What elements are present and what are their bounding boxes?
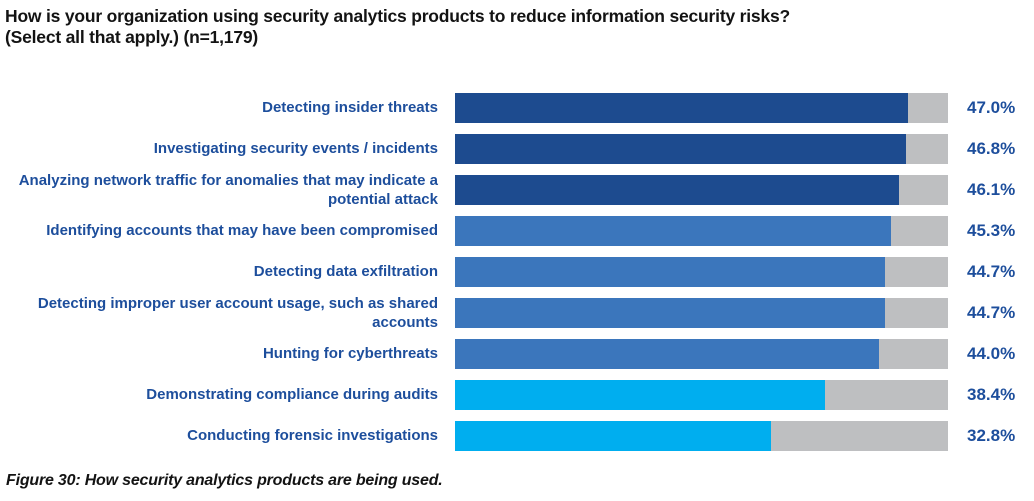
bar-row: Analyzing network traffic for anomalies … bbox=[5, 169, 1034, 210]
bar-fill bbox=[455, 338, 879, 369]
chart-title: How is your organization using security … bbox=[5, 6, 791, 26]
bar-track bbox=[455, 420, 948, 451]
category-label: Detecting data exfiltration bbox=[253, 263, 438, 280]
figure-caption: Figure 30: How security analytics produc… bbox=[6, 472, 443, 489]
bar-fill bbox=[455, 297, 886, 328]
chart-title-block: How is your organization using security … bbox=[5, 6, 965, 48]
category-label: Demonstrating compliance during audits bbox=[146, 386, 438, 403]
chart-subtitle: (Select all that apply.) (n=1,179) bbox=[5, 27, 259, 47]
bar-chart: Detecting insider threats 47.0% Investig… bbox=[5, 87, 1034, 456]
bar-track bbox=[455, 256, 948, 287]
bar-fill bbox=[455, 92, 908, 123]
bar-track bbox=[455, 133, 948, 164]
bar-fill bbox=[455, 133, 906, 164]
value-label: 44.7% bbox=[967, 302, 1016, 322]
bar-row: Hunting for cyberthreats 44.0% bbox=[5, 333, 1034, 374]
value-label: 45.3% bbox=[967, 220, 1016, 240]
bar-fill bbox=[455, 174, 899, 205]
category-label: Analyzing network traffic for anomalies … bbox=[18, 171, 438, 208]
bar-row: Conducting forensic investigations 32.8% bbox=[5, 415, 1034, 456]
value-label: 32.8% bbox=[967, 425, 1016, 445]
bar-track bbox=[455, 297, 948, 328]
bar-track bbox=[455, 215, 948, 246]
bar-fill bbox=[455, 420, 771, 451]
value-label: 46.1% bbox=[967, 179, 1016, 199]
value-label: 46.8% bbox=[967, 138, 1016, 158]
bar-track bbox=[455, 92, 948, 123]
value-label: 44.7% bbox=[967, 261, 1016, 281]
bar-row: Investigating security events / incident… bbox=[5, 128, 1034, 169]
bar-row: Identifying accounts that may have been … bbox=[5, 210, 1034, 251]
category-label: Detecting improper user account usage, s… bbox=[37, 294, 438, 331]
value-label: 38.4% bbox=[967, 384, 1016, 404]
category-label: Conducting forensic investigations bbox=[187, 427, 438, 444]
bar-track bbox=[455, 174, 948, 205]
category-label: Identifying accounts that may have been … bbox=[46, 222, 438, 239]
bar-row: Detecting improper user account usage, s… bbox=[5, 292, 1034, 333]
category-label: Investigating security events / incident… bbox=[153, 140, 438, 157]
bar-row: Detecting insider threats 47.0% bbox=[5, 87, 1034, 128]
category-label: Hunting for cyberthreats bbox=[262, 345, 438, 362]
bar-track bbox=[455, 379, 948, 410]
bar-fill bbox=[455, 256, 886, 287]
value-label: 44.0% bbox=[967, 343, 1016, 363]
bar-row: Detecting data exfiltration 44.7% bbox=[5, 251, 1034, 292]
bar-fill bbox=[455, 215, 892, 246]
value-label: 47.0% bbox=[967, 97, 1016, 117]
bar-track bbox=[455, 338, 948, 369]
category-label: Detecting insider threats bbox=[262, 99, 438, 116]
bar-fill bbox=[455, 379, 825, 410]
bar-row: Demonstrating compliance during audits 3… bbox=[5, 374, 1034, 415]
